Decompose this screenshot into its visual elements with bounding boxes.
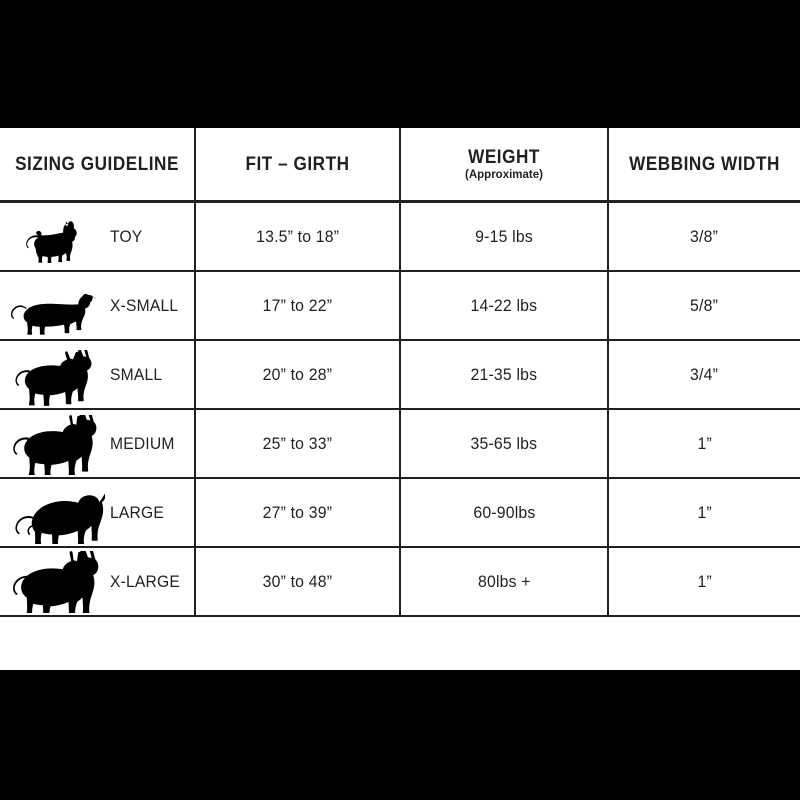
dog-xsmall-dachshund-icon	[6, 275, 110, 337]
girth-value: 20” to 28”	[262, 364, 333, 384]
weight-cell: 14-22 lbs	[400, 271, 609, 341]
webbing-value: 3/8”	[690, 226, 719, 246]
weight-value: 9-15 lbs	[475, 226, 533, 246]
size-label: LARGE	[110, 502, 164, 522]
size-label: TOY	[110, 226, 143, 246]
size-label: SMALL	[110, 364, 163, 384]
table-row: X-LARGE 30” to 48” 80lbs + 1”	[0, 547, 800, 617]
weight-cell: 9-15 lbs	[400, 201, 609, 272]
top-letterbox-bar	[0, 0, 800, 128]
webbing-value: 1”	[697, 433, 712, 453]
bottom-letterbox-bar	[0, 670, 800, 800]
dog-toy-terrier-icon	[6, 206, 110, 268]
webbing-value: 5/8”	[690, 295, 719, 315]
table-header-row: SIZING GUIDELINE FIT – GIRTH WEIGHT (App…	[0, 128, 800, 203]
table-row: TOY 13.5” to 18” 9-15 lbs 3/8”	[0, 201, 800, 272]
girth-cell: 13.5” to 18”	[195, 201, 401, 272]
column-header-title: FIT – GIRTH	[245, 152, 350, 175]
webbing-cell: 3/4”	[608, 340, 800, 410]
column-header-sizing-guideline: SIZING GUIDELINE	[0, 128, 196, 203]
girth-cell: 20” to 28”	[195, 340, 401, 410]
webbing-value: 3/4”	[690, 364, 719, 384]
weight-value: 60-90lbs	[472, 502, 536, 522]
sizing-table: SIZING GUIDELINE FIT – GIRTH WEIGHT (App…	[0, 128, 800, 617]
weight-value: 35-65 lbs	[470, 433, 538, 453]
size-label: MEDIUM	[110, 433, 175, 453]
girth-value: 13.5” to 18”	[255, 226, 340, 246]
webbing-cell: 3/8”	[608, 201, 800, 272]
dog-xlarge-great-dane-icon	[6, 550, 110, 613]
column-header-webbing-width: WEBBING WIDTH	[608, 128, 800, 203]
weight-value: 21-35 lbs	[470, 364, 538, 384]
size-cell: LARGE	[0, 478, 196, 548]
column-header-title: SIZING GUIDELINE	[15, 152, 179, 175]
girth-cell: 30” to 48”	[195, 547, 401, 617]
size-cell: X-SMALL	[0, 271, 196, 341]
webbing-cell: 5/8”	[608, 271, 800, 341]
size-cell: SMALL	[0, 340, 196, 410]
weight-value: 80lbs +	[477, 571, 531, 591]
dog-small-boston-terrier-icon	[6, 344, 110, 406]
column-header-fit-girth: FIT – GIRTH	[195, 128, 401, 203]
weight-cell: 21-35 lbs	[400, 340, 609, 410]
girth-value: 17” to 22”	[262, 295, 333, 315]
table-row: X-SMALL 17” to 22” 14-22 lbs 5/8”	[0, 271, 800, 341]
dog-large-retriever-icon	[6, 482, 110, 544]
size-label: X-SMALL	[110, 295, 179, 315]
webbing-value: 1”	[697, 502, 712, 522]
webbing-value: 1”	[697, 571, 712, 591]
size-cell: MEDIUM	[0, 409, 196, 479]
table-row: MEDIUM 25” to 33” 35-65 lbs 1”	[0, 409, 800, 479]
table-row: LARGE 27” to 39” 60-90lbs 1”	[0, 478, 800, 548]
dog-medium-boxer-icon	[6, 413, 110, 475]
girth-value: 25” to 33”	[262, 433, 333, 453]
girth-value: 27” to 39”	[262, 502, 333, 522]
girth-cell: 27” to 39”	[195, 478, 401, 548]
column-header-weight: WEIGHT (Approximate)	[400, 128, 609, 203]
table-row: SMALL 20” to 28” 21-35 lbs 3/4”	[0, 340, 800, 410]
weight-cell: 60-90lbs	[400, 478, 609, 548]
size-cell: TOY	[0, 201, 196, 272]
weight-value: 14-22 lbs	[470, 295, 538, 315]
girth-cell: 17” to 22”	[195, 271, 401, 341]
webbing-cell: 1”	[608, 478, 800, 548]
size-label: X-LARGE	[110, 571, 180, 591]
weight-cell: 35-65 lbs	[400, 409, 609, 479]
girth-cell: 25” to 33”	[195, 409, 401, 479]
column-header-title: WEIGHT	[468, 145, 540, 168]
webbing-cell: 1”	[608, 409, 800, 479]
column-header-subtitle: (Approximate)	[465, 169, 543, 182]
weight-cell: 80lbs +	[400, 547, 609, 617]
webbing-cell: 1”	[608, 547, 800, 617]
column-header-title: WEBBING WIDTH	[629, 152, 780, 175]
size-cell: X-LARGE	[0, 547, 196, 617]
chart-sheet: SIZING GUIDELINE FIT – GIRTH WEIGHT (App…	[0, 128, 800, 670]
girth-value: 30” to 48”	[262, 571, 333, 591]
